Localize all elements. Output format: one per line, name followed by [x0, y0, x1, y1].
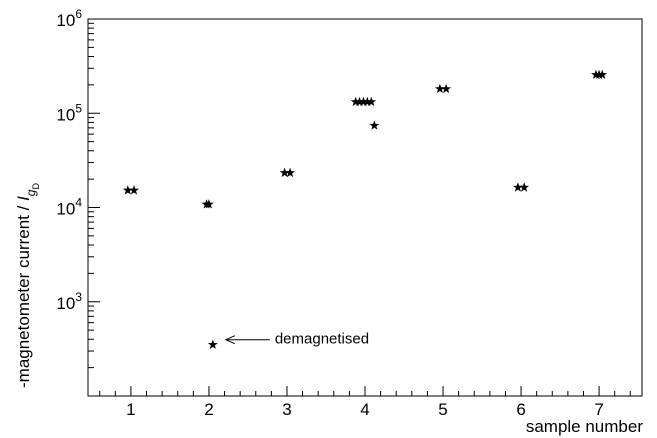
y-axis-label-subsubscript: D: [31, 183, 41, 190]
y-tick-label: 104: [56, 196, 82, 219]
x-tick-label: 1: [126, 400, 135, 419]
x-tick-label: 6: [516, 400, 525, 419]
y-axis-ticks: [88, 18, 100, 397]
data-point-star: [519, 182, 530, 192]
x-tick-label: 7: [594, 400, 603, 419]
data-point-star: [279, 167, 290, 178]
x-axis-tick-labels: 1 2 3 4 5 6 7: [126, 400, 604, 419]
y-axis-label: -magnetometer current / IgD: [14, 183, 41, 389]
y-axis-label-text: -magnetometer current /: [14, 201, 33, 388]
x-axis-label: sample number: [526, 417, 644, 436]
y-tick-label: 103: [56, 290, 82, 313]
y-axis-label-subscript: g: [24, 189, 38, 196]
y-tick-label: 105: [56, 101, 82, 124]
data-point-star: [285, 167, 296, 178]
data-point-star: [354, 96, 365, 107]
x-tick-label: 5: [438, 400, 447, 419]
y-axis-tick-labels: 103 104 105 106: [56, 7, 82, 313]
data-point-star: [366, 96, 377, 107]
x-tick-label: 2: [204, 400, 213, 419]
y-tick-label: 106: [56, 7, 82, 30]
data-point-star: [441, 83, 452, 94]
data-point-star: [207, 339, 218, 349]
data-point-star: [129, 185, 139, 195]
data-point-star: [369, 120, 380, 130]
annotation-arrow-head: [224, 335, 236, 345]
data-point-star: [434, 83, 445, 94]
data-points: [122, 69, 608, 349]
data-point-star: [358, 96, 369, 107]
x-tick-label: 4: [360, 400, 369, 419]
data-point-star: [362, 96, 373, 107]
data-point-star: [204, 199, 214, 209]
y-axis-label-symbol: I: [14, 196, 33, 201]
data-point-star: [122, 185, 133, 195]
x-tick-label: 3: [282, 400, 291, 419]
data-point-star: [597, 69, 608, 79]
x-axis-ticks: [99, 386, 631, 396]
annotation-label: demagnetised: [275, 331, 369, 348]
data-point-star: [350, 96, 361, 107]
annotation: demagnetised: [224, 331, 369, 348]
data-point-star: [512, 182, 523, 192]
